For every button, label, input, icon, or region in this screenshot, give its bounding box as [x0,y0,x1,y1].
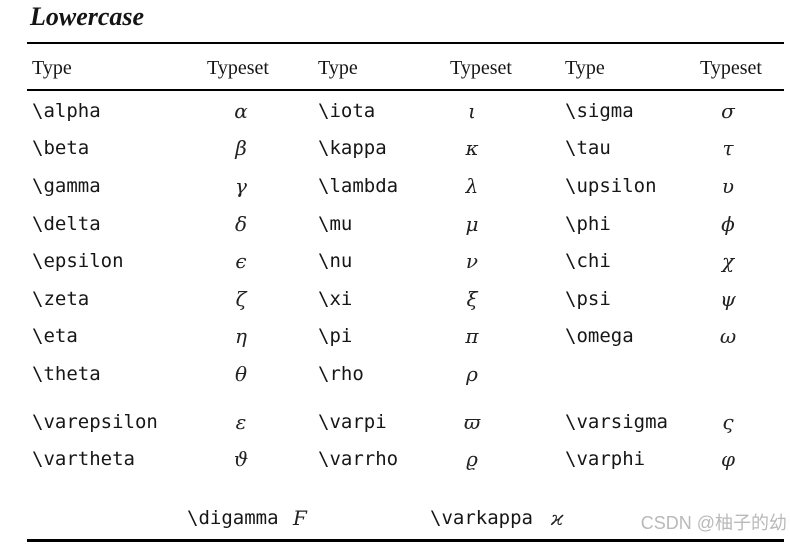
greek-symbol: Ϝ [293,506,307,530]
table-row: \alpha α \iota ι \sigma σ [0,92,790,130]
greek-symbol: α [234,98,248,123]
latex-command: \varepsilon [32,410,158,433]
greek-symbol: ε [235,409,247,434]
latex-command: \gamma [32,174,101,197]
greek-symbol: ω [719,324,737,349]
latex-command: \psi [565,287,611,310]
latex-command: \epsilon [32,250,124,273]
greek-symbol: τ [722,136,734,161]
greek-symbol: λ [465,173,479,198]
greek-symbol: ξ [466,286,478,311]
greek-symbol: ϖ [463,409,481,434]
greek-symbol: β [235,136,247,161]
latex-command: \beta [32,137,90,160]
greek-symbol: κ [465,136,479,161]
table-row: \epsilon ϵ \nu ν \chi χ [0,242,790,280]
latex-command: \digamma [187,507,279,529]
table-body-main: \alpha α \iota ι \sigma σ \beta β \kappa κ \tau τ \g… [0,92,790,393]
greek-symbol: σ [721,98,735,123]
table-row: \beta β \kappa κ \tau τ [0,130,790,168]
table-row: \varepsilon ε \varpi ϖ \varsigma ς [0,403,790,441]
greek-symbol: μ [465,211,479,236]
table-row: \eta η \pi π \omega ω [0,318,790,356]
latex-command: \varsigma [565,410,668,433]
table-bottom-rule [27,539,784,542]
greek-symbol: η [235,324,247,349]
latex-command: \varrho [318,448,399,471]
greek-symbol: ζ [235,286,247,311]
greek-symbol: ϵ [235,249,247,274]
table-row: \gamma γ \lambda λ \upsilon υ [0,167,790,205]
greek-symbol: ς [722,409,734,434]
latex-command: \lambda [318,174,399,197]
table-body-variants: \varepsilon ε \varpi ϖ \varsigma ς \vartheta ϑ \… [0,403,790,478]
col-header-type-2: Type [318,57,358,79]
latex-command: \eta [32,325,78,348]
table-row-digamma: \digamma Ϝ \varkappa ϰ [0,499,790,537]
latex-command: \chi [565,250,611,273]
table-row: \vartheta ϑ \varrho ϱ \varphi φ [0,441,790,479]
greek-symbol: θ [234,361,248,386]
page-title: Lowercase [30,2,145,31]
latex-command: \theta [32,362,101,385]
latex-command: \phi [565,212,611,235]
latex-command: \sigma [565,99,634,122]
greek-symbol: ϱ [466,447,478,472]
latex-command: \mu [318,212,353,235]
watermark: CSDN @柚子的幼 [640,513,787,533]
table-row: \zeta ζ \xi ξ \psi ψ [0,280,790,318]
table-row: \delta δ \mu μ \phi ϕ [0,205,790,243]
latex-command: \delta [32,212,101,235]
latex-command: \kappa [318,137,387,160]
latex-command: \xi [318,287,353,310]
table-header-rule [27,89,784,91]
greek-symbol: ρ [466,361,478,386]
greek-symbol: ϕ [721,211,735,236]
latex-command: \alpha [32,99,101,122]
col-header-typeset-3: Typeset [700,57,762,79]
latex-command: \varpi [318,410,387,433]
table-row: \theta θ \rho ρ [0,355,790,393]
greek-symbol: χ [721,249,735,274]
greek-symbol: ψ [720,286,736,311]
greek-symbol: φ [720,447,735,472]
table-top-rule [27,42,784,44]
latex-command: \nu [318,250,353,273]
col-header-type-3: Type [565,57,605,79]
latex-command: \rho [318,362,364,385]
latex-command: \tau [565,137,611,160]
latex-command: \vartheta [32,448,135,471]
latex-command: \zeta [32,287,90,310]
greek-symbol: γ [235,173,247,198]
latex-command: \upsilon [565,174,657,197]
greek-symbol: υ [721,173,735,198]
col-header-type-1: Type [32,57,72,79]
col-header-typeset-1: Typeset [207,57,269,79]
latex-command: \varphi [565,448,646,471]
greek-symbol: π [465,324,479,349]
greek-symbol: δ [234,211,248,236]
latex-command: \varkappa [430,507,533,529]
latex-command: \pi [318,325,353,348]
greek-symbol: ϰ [551,506,564,530]
latex-command: \omega [565,325,634,348]
col-header-typeset-2: Typeset [450,57,512,79]
greek-symbol: ϑ [233,447,249,472]
latex-command: \iota [318,99,376,122]
greek-symbol: ι [468,98,476,123]
greek-symbol: ν [465,249,479,274]
